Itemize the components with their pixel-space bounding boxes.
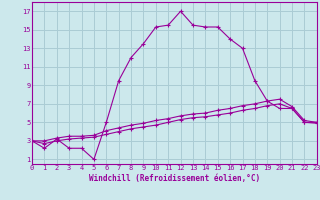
X-axis label: Windchill (Refroidissement éolien,°C): Windchill (Refroidissement éolien,°C) [89,174,260,183]
